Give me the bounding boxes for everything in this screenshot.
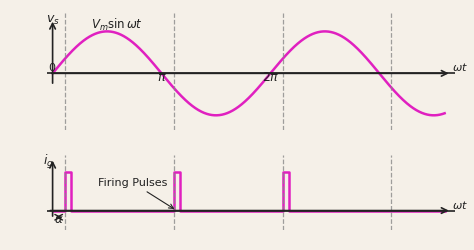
Text: $\pi$: $\pi$ [156,71,166,84]
Text: $\alpha$: $\alpha$ [54,213,64,226]
Text: $i_g$: $i_g$ [43,153,54,171]
Text: $\omega t$: $\omega t$ [452,199,468,211]
Text: $2\pi$: $2\pi$ [262,71,279,84]
Text: Firing Pulses: Firing Pulses [98,178,173,208]
Text: $0$: $0$ [48,61,57,73]
Text: $V_m\sin\omega t$: $V_m\sin\omega t$ [91,17,143,34]
Text: $\omega t$: $\omega t$ [452,61,468,73]
Text: $v_s$: $v_s$ [46,14,60,27]
